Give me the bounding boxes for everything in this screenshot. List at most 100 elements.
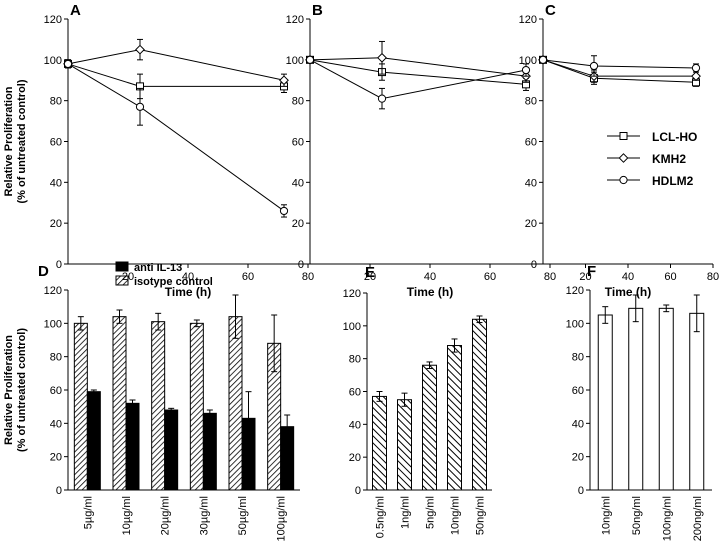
legend-marker-kmh2 (618, 153, 629, 163)
panel-c-y-tick-label: 40 (525, 177, 537, 189)
legend-label-anti-il-13: anti IL-13 (134, 262, 182, 274)
panel-b-x-tick-label: 40 (424, 271, 436, 283)
panel-b-y-tick-label: 80 (292, 96, 304, 108)
panel-d-y-label-line2: (% of untreated control) (16, 328, 28, 452)
panel-d-category-label: 100µg/ml (276, 496, 288, 541)
panel-b-series-kmh2 (309, 57, 527, 77)
panel-b-x-tick-label: 20 (364, 271, 376, 283)
panel-c-point-kmh2 (691, 71, 701, 82)
panel-d-category-label: 50µg/ml (237, 496, 249, 535)
panel-c-point-hdlm2 (691, 63, 701, 73)
panel-d-bar-anti-il-13 (86, 391, 101, 491)
panel-d-bar-isotype-control (189, 322, 204, 491)
panel-d-category-label: 10µg/ml (121, 496, 133, 535)
panel-b-point-hdlm2 (305, 55, 315, 64)
panel-f-bar-f (597, 314, 613, 491)
panel-c-y-tick-label: 80 (525, 96, 537, 108)
legend-label-lcl-ho: LCL-HO (652, 130, 697, 144)
panel-f-y-tick-label: 120 (566, 285, 584, 297)
panel-e-y-tick-label: 20 (349, 452, 361, 464)
panel-f-category-label: 10ng/ml (600, 496, 612, 535)
panel-b-y-tick-label: 40 (292, 177, 304, 189)
panel-e-y-tick-label: 100 (343, 321, 361, 333)
panel-e-letter: E (365, 264, 375, 281)
panel-d-category-label: 5µg/ml (82, 496, 94, 529)
legend-marker-hdlm2 (619, 175, 628, 185)
panel-a-x-tick-label: 40 (182, 271, 194, 283)
panel-c-letter: C (545, 2, 556, 19)
panel-a-y-tick-label: 120 (44, 14, 62, 26)
panel-f-category-label: 100ng/ml (661, 496, 673, 541)
panel-d-bar-isotype-control (73, 322, 88, 491)
panel-c-y-tick-label: 100 (519, 55, 537, 67)
panel-d-y-tick-label: 60 (50, 385, 62, 397)
panel-d-bar-isotype-control (151, 321, 166, 491)
panel-a-letter: A (70, 2, 81, 19)
panel-b-y-tick-label: 0 (298, 259, 304, 271)
panel-e-category-label: 5ng/ml (425, 496, 437, 529)
panel-a-y-tick-label: 80 (50, 96, 62, 108)
legend-label-kmh2: KMH2 (652, 152, 686, 166)
panel-f-bar-f (658, 307, 674, 491)
panel-e-bar-e (397, 399, 412, 491)
panel-c-y-tick-label: 120 (519, 14, 537, 26)
panel-c-x-label: Time (h) (605, 285, 651, 299)
panel-f-y-tick-label: 100 (566, 318, 584, 330)
panel-f-y-tick-label: 80 (572, 352, 584, 364)
legend-marker-lcl-ho (619, 132, 628, 140)
panel-b-x-label: Time (h) (407, 285, 453, 299)
panel-e-category-label: 10ng/ml (450, 496, 462, 535)
panel-e-category-label: 0.5ng/ml (375, 496, 387, 538)
panel-a-point-hdlm2 (279, 206, 289, 216)
panel-f-y-tick-label: 60 (572, 385, 584, 397)
panel-f-letter: F (587, 263, 596, 280)
panel-b-x-tick-label: 80 (544, 271, 556, 283)
panel-e-y-tick-label: 120 (343, 288, 361, 300)
panel-c-y-tick-label: 0 (531, 259, 537, 271)
legend-label-hdlm2: HDLM2 (652, 174, 694, 188)
panel-d-bar-anti-il-13 (202, 412, 217, 491)
panel-f-category-label: 50ng/ml (631, 496, 643, 535)
panel-d-bar-anti-il-13 (125, 402, 140, 491)
panel-a-y-label-line2: (% of untreated control) (16, 79, 28, 203)
panel-e-category-label: 50ng/ml (475, 496, 487, 535)
panel-d-y-tick-label: 40 (50, 418, 62, 430)
panel-b-y-tick-label: 60 (292, 137, 304, 149)
panel-d-y-tick-label: 100 (44, 318, 62, 330)
panel-f-bar-f (628, 307, 644, 491)
panel-d-y-tick-label: 20 (50, 452, 62, 464)
panel-e-bar-e (372, 395, 387, 491)
legend-label-isotype-control: isotype control (134, 276, 213, 288)
panel-a-point-hdlm2 (63, 59, 73, 69)
panel-f-y-tick-label: 40 (572, 418, 584, 430)
panel-f-category-label: 200ng/ml (692, 496, 704, 541)
panel-e-y-tick-label: 60 (349, 387, 361, 399)
panel-a-series-kmh2 (67, 49, 285, 81)
panel-e-bar-e (422, 364, 437, 491)
panel-c-x-tick-label: 80 (707, 271, 719, 283)
panel-e-bar-e (472, 318, 487, 491)
panel-d-category-label: 30µg/ml (198, 496, 210, 535)
panel-b-point-kmh2 (377, 52, 387, 63)
panel-d-bar-anti-il-13 (164, 409, 179, 491)
panel-a-y-tick-label: 40 (50, 177, 62, 189)
panel-c-x-tick-label: 40 (622, 271, 634, 283)
panel-b-y-tick-label: 120 (286, 14, 304, 26)
legend-swatch-anti-il-13 (115, 261, 129, 272)
panel-a-x-tick-label: 60 (242, 271, 254, 283)
panel-d-y-tick-label: 80 (50, 352, 62, 364)
panel-c-point-hdlm2 (538, 55, 548, 64)
panel-f-y-tick-label: 0 (578, 485, 584, 497)
panel-d-bar-isotype-control (228, 316, 243, 491)
panel-c-series-lcl-ho (542, 59, 697, 83)
panel-a-point-kmh2 (279, 75, 289, 86)
panel-e-bar-e (447, 345, 462, 491)
panel-d-category-label: 20µg/ml (160, 496, 172, 535)
panel-c-x-tick-label: 20 (579, 271, 591, 283)
panel-c-x-tick-label: 60 (664, 271, 676, 283)
panel-e-y-tick-label: 0 (355, 485, 361, 497)
panel-c-y-tick-label: 20 (525, 218, 537, 230)
panel-b-x-tick-label: 60 (484, 271, 496, 283)
panel-e-category-label: 1ng/ml (400, 496, 412, 529)
